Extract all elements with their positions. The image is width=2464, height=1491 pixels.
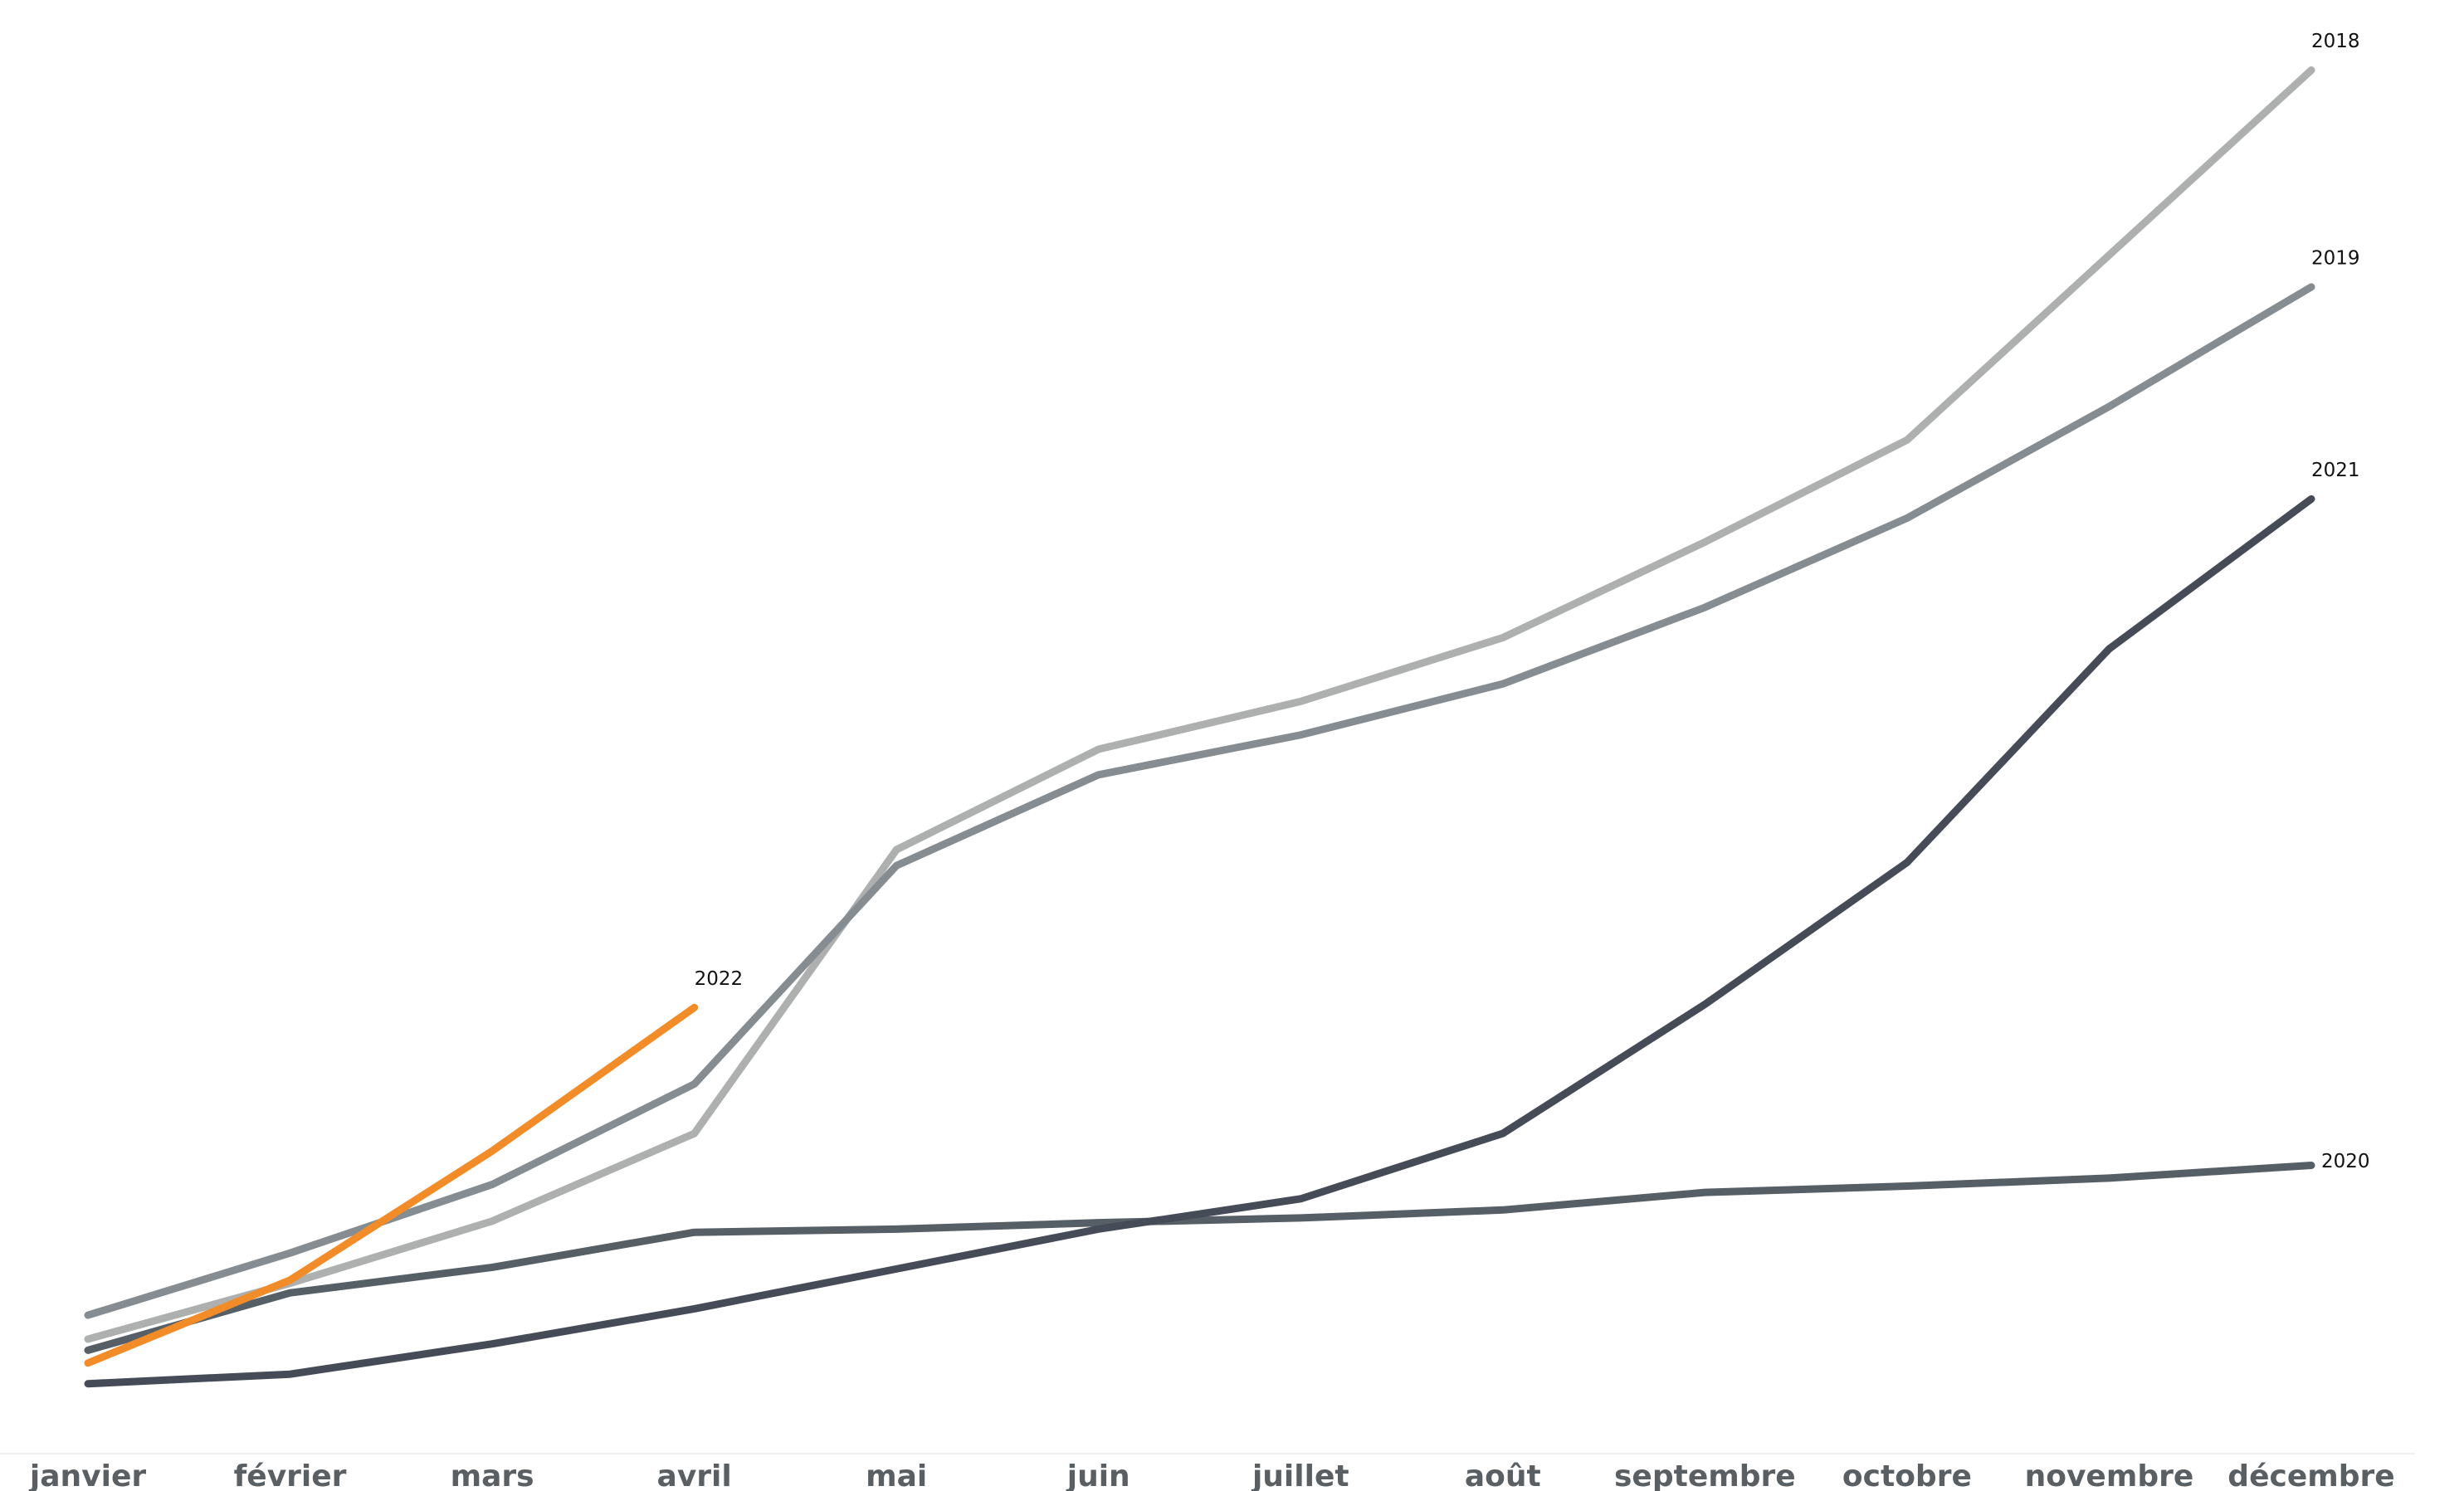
x-tick-label: décembre xyxy=(2227,1459,2394,1491)
line-series xyxy=(84,1003,699,1367)
series-label: 2020 xyxy=(2321,1151,2370,1172)
x-tick-label: mars xyxy=(451,1459,534,1491)
x-tick-label: avril xyxy=(657,1459,732,1491)
series-label: 2019 xyxy=(2311,247,2360,269)
line-series xyxy=(84,66,2315,1343)
line-series xyxy=(84,495,2315,1388)
x-tick-label: octobre xyxy=(1842,1459,1972,1491)
series-label: 2021 xyxy=(2311,460,2360,481)
series-label: 2018 xyxy=(2311,31,2360,52)
x-tick-label: juillet xyxy=(1251,1459,1349,1491)
line-series xyxy=(84,1162,2315,1354)
line-series xyxy=(84,283,2315,1319)
x-tick-label: septembre xyxy=(1614,1459,1796,1491)
x-tick-label: février xyxy=(234,1459,347,1491)
x-tick-label: novembre xyxy=(2025,1459,2194,1491)
x-tick-label: juin xyxy=(1066,1459,1130,1491)
x-tick-label: mai xyxy=(866,1459,927,1491)
series-label: 2022 xyxy=(695,968,744,990)
x-tick-label: janvier xyxy=(28,1459,146,1491)
x-tick-label: août xyxy=(1465,1459,1541,1491)
